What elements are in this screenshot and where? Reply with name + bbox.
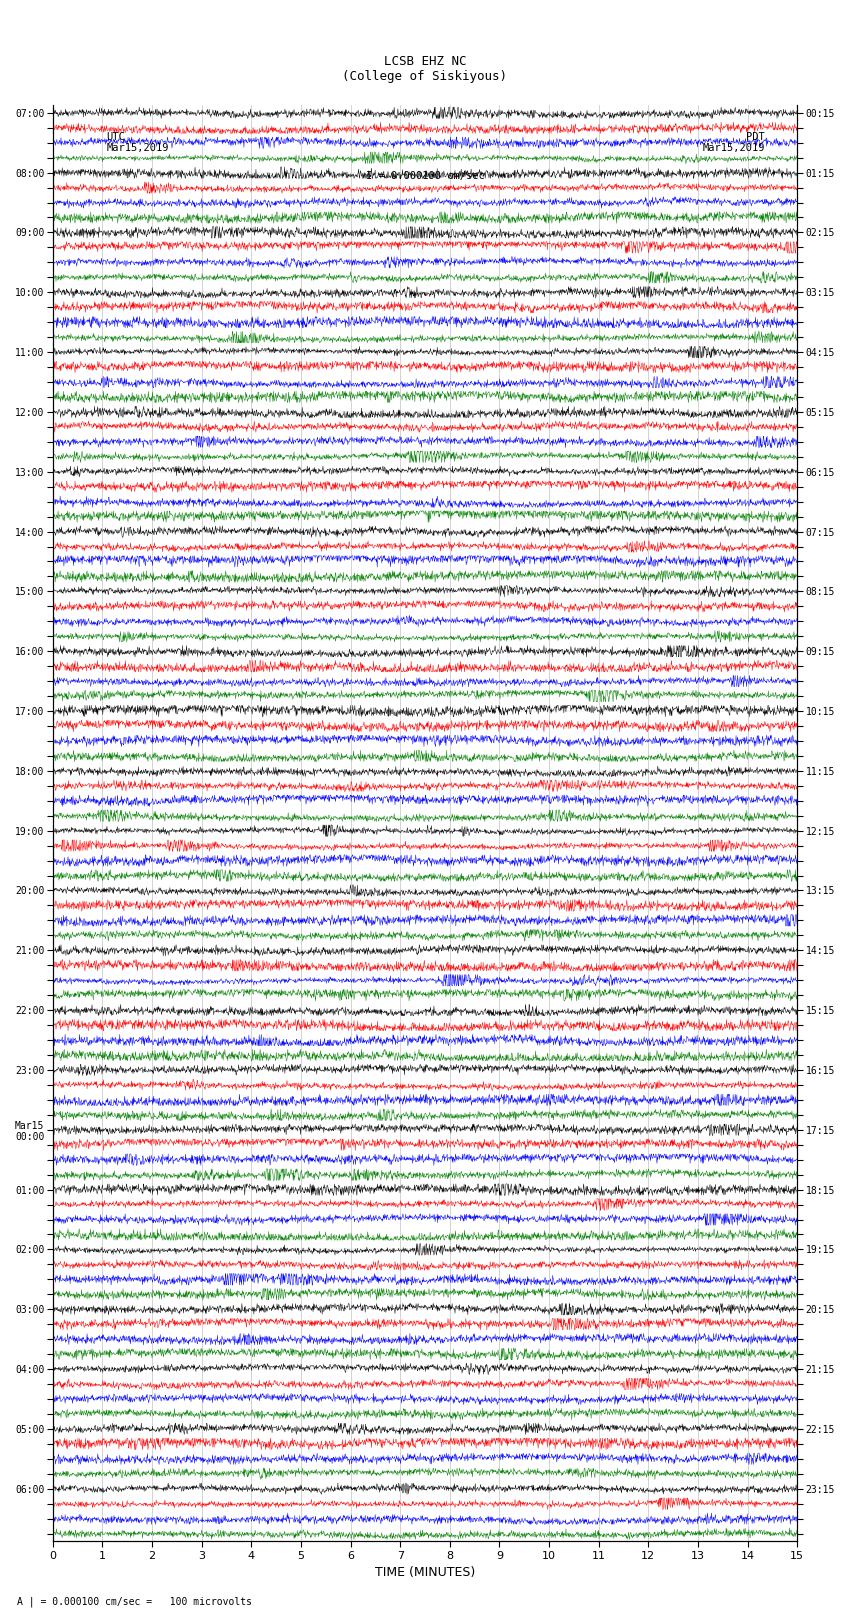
Text: A | = 0.000100 cm/sec =   100 microvolts: A | = 0.000100 cm/sec = 100 microvolts (17, 1595, 252, 1607)
Text: I = 0.000100 cm/sec: I = 0.000100 cm/sec (366, 171, 484, 181)
X-axis label: TIME (MINUTES): TIME (MINUTES) (375, 1566, 475, 1579)
Text: UTC
Mar15,2019: UTC Mar15,2019 (106, 132, 169, 153)
Text: PDT
Mar15,2019: PDT Mar15,2019 (702, 132, 765, 153)
Title: LCSB EHZ NC
(College of Siskiyous): LCSB EHZ NC (College of Siskiyous) (343, 55, 507, 84)
